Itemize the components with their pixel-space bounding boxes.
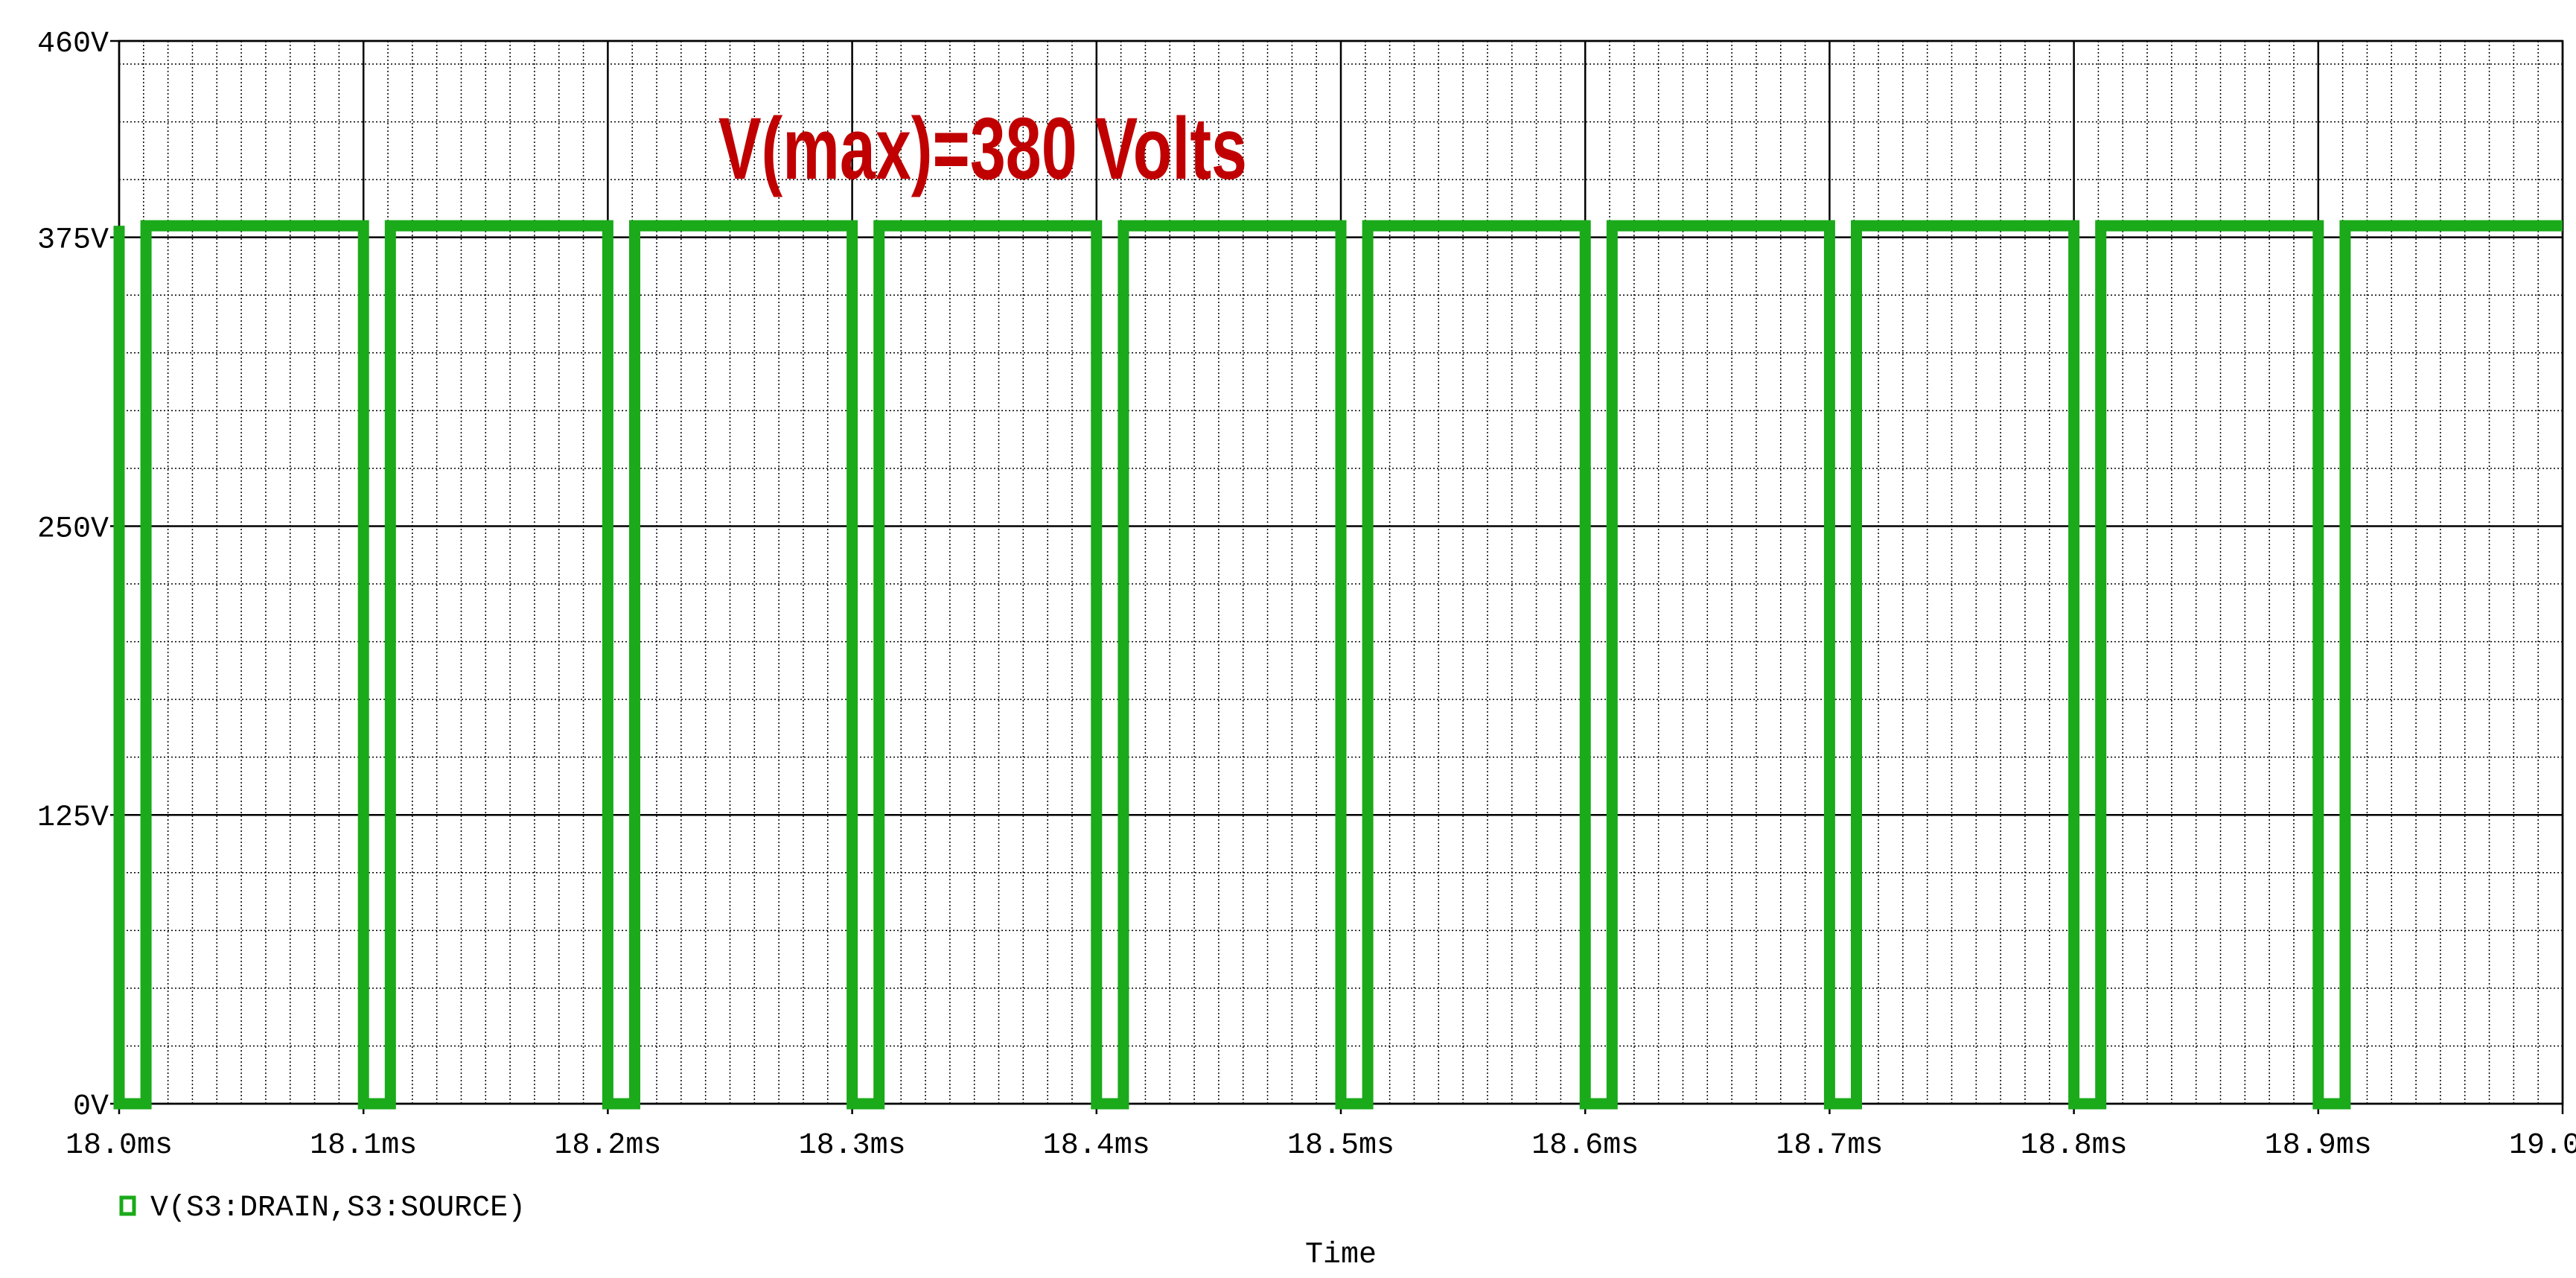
x-axis-label: Time <box>1305 1239 1377 1272</box>
y-tick-label: 0V <box>73 1090 109 1124</box>
legend-label: V(S3:DRAIN,S3:SOURCE) <box>150 1192 526 1225</box>
x-tick-label: 18.5ms <box>1287 1129 1394 1163</box>
x-tick-label: 18.0ms <box>66 1129 173 1163</box>
y-tick-label: 375V <box>37 224 109 258</box>
x-tick-label: 18.8ms <box>2021 1129 2128 1163</box>
x-tick-label: 18.1ms <box>310 1129 417 1163</box>
x-tick-label: 18.2ms <box>554 1129 661 1163</box>
series-line <box>113 220 2563 1110</box>
x-tick-label: 18.4ms <box>1043 1129 1150 1163</box>
x-tick-label: 19.0ms <box>2509 1129 2576 1163</box>
plot-area <box>113 220 2563 1110</box>
x-tick-label: 18.6ms <box>1531 1129 1639 1163</box>
x-tick-label: 18.3ms <box>799 1129 906 1163</box>
legend-swatch <box>119 1195 136 1216</box>
y-tick-label: 250V <box>37 512 109 546</box>
x-tick-label: 18.7ms <box>1776 1129 1883 1163</box>
x-tick-label: 18.9ms <box>2265 1129 2372 1163</box>
annotation: V(max)=380 Volts <box>718 100 1247 198</box>
y-tick-label: 460V <box>37 28 109 61</box>
y-tick-label: 125V <box>37 801 109 835</box>
